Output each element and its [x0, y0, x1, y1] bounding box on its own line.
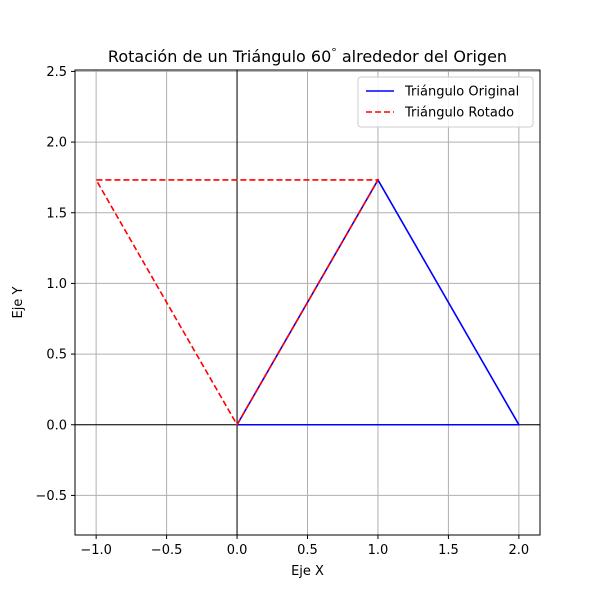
y-tick-label: 0.5: [46, 348, 67, 363]
ticks: −1.0 −0.5 0.0 0.5 1.0 1.5 2.0 −0.5 0.0 0.5 1.0 1.5 2…: [35, 65, 529, 558]
legend-label-rotated: Triángulo Rotado: [404, 106, 514, 121]
chart-title-degree-sign: °: [331, 46, 337, 59]
legend: Triángulo Original Triángulo Rotado: [357, 76, 534, 128]
x-tick-label: −0.5: [151, 543, 183, 558]
y-tick-label: 0.0: [46, 418, 67, 433]
chart-title: Rotación de un Triángulo 60° alrededor d…: [108, 46, 507, 66]
y-tick-label: 2.0: [46, 136, 67, 151]
x-tick-label: 1.5: [438, 543, 459, 558]
y-tick-label: −0.5: [35, 489, 67, 504]
legend-label-original: Triángulo Original: [404, 85, 519, 100]
y-tick-label: 1.5: [46, 206, 67, 221]
x-axis-label: Eje X: [291, 564, 324, 579]
legend-box: [357, 76, 534, 128]
x-tick-label: 0.5: [297, 543, 318, 558]
y-axis-label: Eje Y: [11, 286, 26, 318]
series-lines: [94, 178, 521, 426]
chart-title-part-main: Rotación de un Triángulo 60: [108, 47, 331, 66]
series-line-rotated: [94, 179, 380, 426]
x-tick-label: 0.0: [227, 543, 248, 558]
chart-title-part-rest: alrededor del Origen: [337, 47, 507, 66]
series-line-original: [236, 178, 521, 426]
x-tick-label: 1.0: [368, 543, 389, 558]
x-tick-label: 2.0: [509, 543, 530, 558]
y-tick-label: 2.5: [46, 65, 67, 80]
x-tick-label: −1.0: [80, 543, 112, 558]
y-tick-label: 1.0: [46, 277, 67, 292]
